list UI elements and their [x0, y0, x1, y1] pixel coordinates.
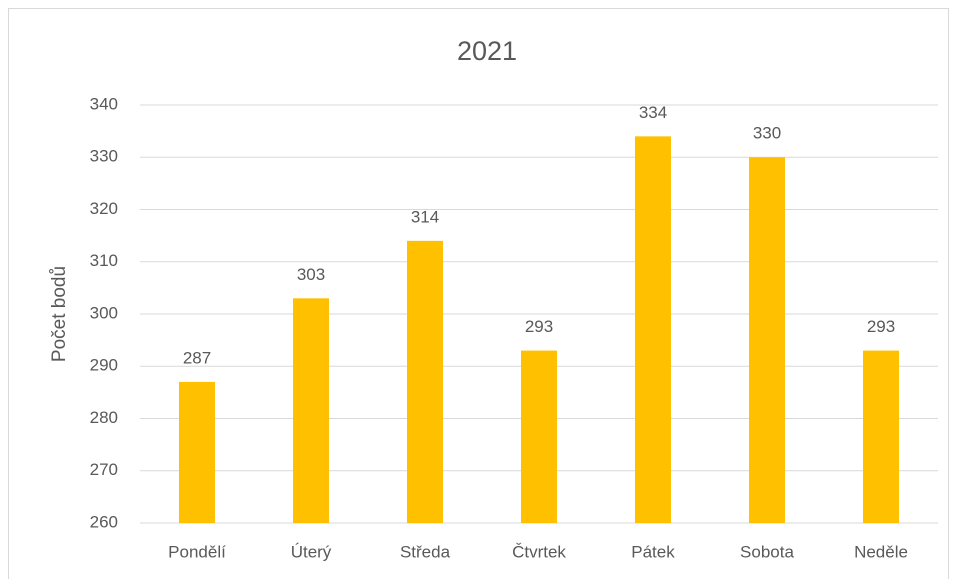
x-tick-label: Pátek	[631, 542, 675, 561]
data-label: 314	[411, 207, 439, 226]
x-tick-label: Úterý	[291, 542, 332, 561]
bar	[179, 381, 215, 523]
data-label: 287	[183, 348, 211, 367]
y-tick-label: 260	[90, 512, 118, 531]
bar	[293, 298, 329, 523]
data-label: 303	[297, 265, 325, 284]
data-label: 330	[753, 124, 781, 143]
x-tick-label: Sobota	[740, 542, 794, 561]
chart-border	[8, 8, 949, 579]
bar	[407, 240, 443, 523]
data-label: 293	[867, 317, 895, 336]
x-tick-label: Pondělí	[168, 542, 226, 561]
x-tick-label: Středa	[400, 542, 451, 561]
y-tick-label: 290	[90, 356, 118, 375]
y-tick-label: 280	[90, 408, 118, 427]
x-tick-label: Neděle	[854, 542, 908, 561]
bar	[635, 136, 671, 523]
data-label: 293	[525, 317, 553, 336]
y-tick-label: 320	[90, 199, 118, 218]
data-label: 334	[639, 103, 667, 122]
bar	[863, 350, 899, 523]
y-tick-label: 270	[90, 460, 118, 479]
y-tick-label: 340	[90, 94, 118, 113]
bar	[521, 350, 557, 523]
chart-title: 2021	[457, 36, 517, 66]
y-axis-label: Počet bodů	[49, 266, 70, 362]
y-tick-label: 330	[90, 147, 118, 166]
bar	[749, 157, 785, 523]
y-tick-label: 300	[90, 303, 118, 322]
x-tick-label: Čtvrtek	[512, 542, 566, 561]
y-tick-label: 310	[90, 251, 118, 270]
